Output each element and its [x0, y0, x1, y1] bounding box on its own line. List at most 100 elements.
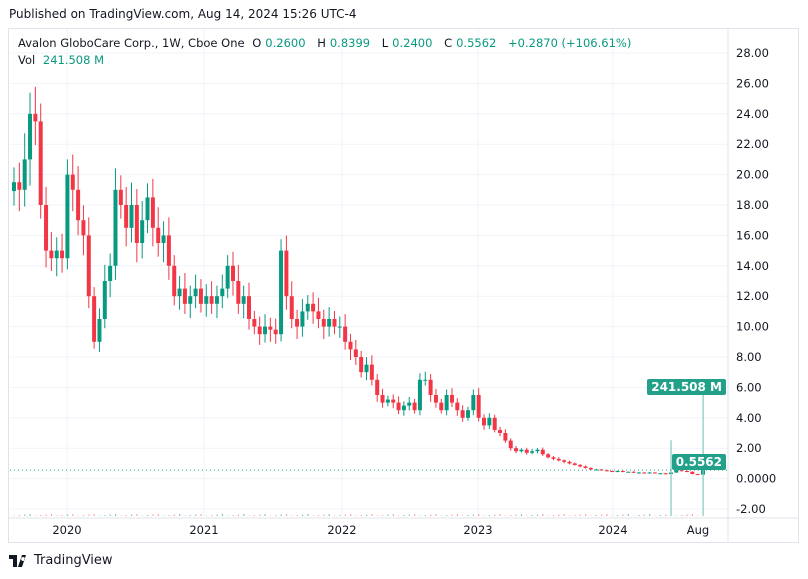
volume-bar — [280, 514, 282, 516]
tradingview-logo[interactable]: TradingView — [9, 553, 113, 568]
volume-bar — [93, 513, 95, 516]
candle-body — [156, 227, 161, 243]
volume-bar — [414, 513, 416, 516]
volume-bar — [312, 515, 314, 516]
volume-bar — [472, 514, 475, 516]
volume-bar — [221, 513, 224, 516]
candle-body — [86, 235, 91, 297]
volume-bar — [440, 515, 442, 516]
volume-bar — [179, 513, 181, 516]
y-tick-label: 16.00 — [736, 228, 769, 242]
volume-bar — [499, 513, 501, 516]
candle-body — [620, 471, 625, 472]
candle-body — [295, 319, 300, 327]
y-tick-label: 10.00 — [736, 320, 769, 334]
candle-body — [321, 319, 326, 327]
volume-bar — [66, 514, 69, 516]
volume-bar — [697, 515, 699, 516]
volume-bar — [382, 514, 384, 516]
candle-body — [129, 205, 134, 228]
volume-bar — [24, 514, 26, 516]
y-tick-label: 12.00 — [736, 289, 769, 303]
candle-body — [503, 433, 508, 441]
volume-value: 241.508 M — [42, 53, 105, 67]
close-value: 0.5562 — [456, 36, 497, 50]
volume-bar — [547, 515, 549, 516]
candle-body — [610, 471, 615, 472]
candle-body — [102, 281, 107, 319]
candle-body — [449, 395, 454, 403]
candle-body — [407, 402, 412, 406]
candle-body — [327, 319, 332, 327]
candle-body — [369, 364, 374, 380]
volume-bar — [243, 513, 245, 516]
candle-body — [428, 379, 433, 395]
candle-body — [97, 319, 102, 342]
candle-body — [44, 205, 49, 251]
candle-body — [316, 311, 321, 319]
candle-body — [364, 364, 369, 373]
candle-body — [674, 470, 679, 473]
volume-bar — [77, 515, 79, 516]
volume-bar — [131, 514, 133, 516]
volume-bar — [552, 514, 555, 516]
volume-bar — [366, 514, 368, 516]
candle-body — [578, 464, 583, 467]
volume-label: Vol — [18, 53, 36, 67]
candle-body — [514, 448, 519, 452]
volume-bar — [606, 513, 608, 516]
volume-bar — [56, 515, 58, 516]
price-badge: 0.5562 — [671, 454, 726, 470]
candle-body — [204, 296, 209, 304]
volume-bar — [45, 514, 47, 516]
volume-bar — [462, 515, 464, 516]
volume-bar — [296, 514, 298, 516]
close-label: C — [444, 36, 453, 50]
candle-body — [551, 457, 556, 459]
candle-body — [81, 220, 86, 236]
candle-body — [337, 326, 342, 328]
candle-body — [193, 288, 198, 297]
volume-bar — [424, 514, 426, 516]
published-note: Published on TradingView.com, Aug 14, 20… — [9, 7, 357, 21]
candle-body — [455, 402, 460, 411]
volume-bar — [419, 515, 421, 516]
volume-bar — [542, 513, 544, 516]
candle-body — [311, 303, 316, 312]
volume-bar — [205, 515, 207, 516]
volume-bar — [291, 515, 293, 516]
candle-body — [113, 189, 118, 266]
candle-body — [209, 296, 214, 304]
candle-body — [583, 466, 588, 468]
volume-bar — [515, 514, 517, 516]
candle-body — [343, 326, 348, 342]
volume-bar — [253, 514, 256, 516]
volume-bar — [446, 514, 448, 516]
volume-bar — [301, 514, 304, 516]
volume-bar — [675, 515, 677, 516]
candle-body — [198, 288, 203, 304]
candle-body — [76, 189, 81, 221]
volume-bar — [408, 514, 410, 516]
volume-bar — [232, 514, 234, 516]
chart-frame[interactable] — [8, 28, 799, 543]
volume-bar — [403, 514, 405, 516]
volume-bar — [98, 515, 101, 516]
candle-body — [140, 220, 145, 243]
volume-bar — [323, 514, 325, 516]
candle-body — [241, 296, 246, 304]
candle-body — [658, 473, 663, 475]
volume-bar — [686, 514, 688, 516]
volume-bar — [275, 514, 277, 516]
volume-bar — [237, 514, 240, 516]
symbol-title[interactable]: Avalon GloboCare Corp., 1W, Cboe One — [18, 36, 245, 50]
volume-bar — [163, 515, 165, 516]
volume-bar — [125, 514, 127, 516]
y-tick-label: 0.0000 — [736, 472, 776, 486]
volume-bar — [349, 513, 352, 516]
volume-bar — [430, 514, 432, 516]
open-label: O — [252, 36, 262, 50]
candle-body — [695, 474, 700, 476]
candle-body — [145, 197, 150, 221]
